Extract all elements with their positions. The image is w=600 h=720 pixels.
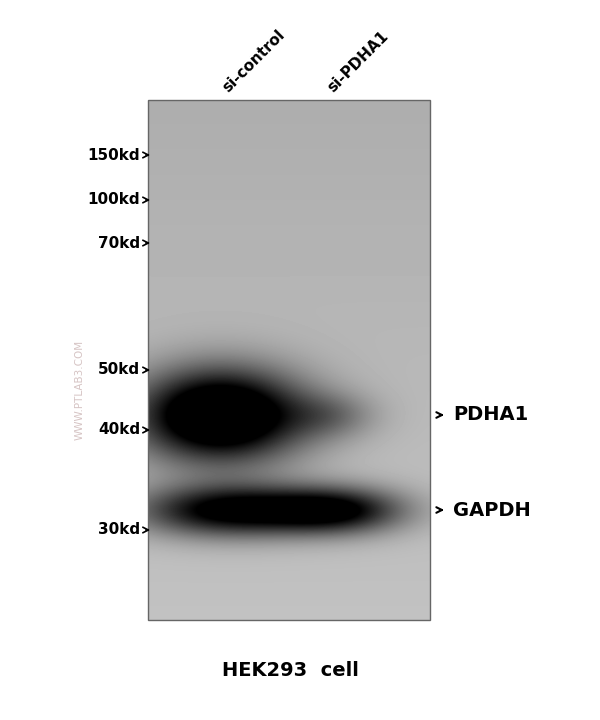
Text: si-control: si-control [220,27,287,95]
Text: 150kd: 150kd [88,148,140,163]
Text: 70kd: 70kd [98,235,140,251]
Text: 100kd: 100kd [88,192,140,207]
Bar [148,100,430,620]
Text: 50kd: 50kd [98,362,140,377]
Text: si-PDHA1: si-PDHA1 [325,28,391,95]
Text: GAPDH: GAPDH [453,500,531,520]
Text: 30kd: 30kd [98,523,140,538]
Text: WWW.PTLAB3.COM: WWW.PTLAB3.COM [75,340,85,440]
Text: 40kd: 40kd [98,423,140,438]
Text: HEK293  cell: HEK293 cell [221,660,358,680]
Text: PDHA1: PDHA1 [453,405,528,425]
